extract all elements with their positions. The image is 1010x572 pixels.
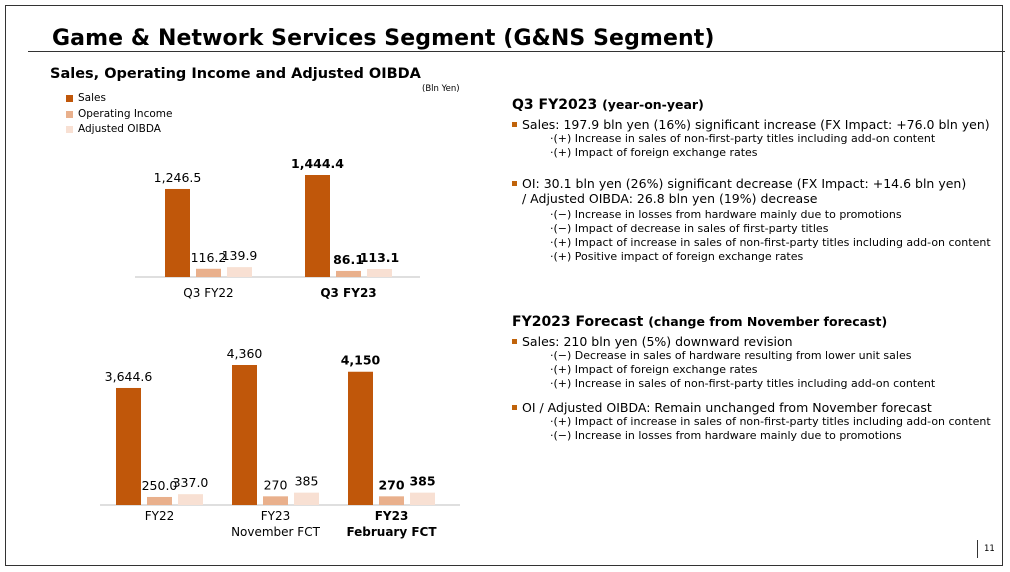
bar-sales (165, 188, 190, 277)
category-label: FY22 (145, 509, 175, 523)
q3-oi-sub: ·(−) Increase in losses from hardware ma… (550, 208, 902, 221)
data-label: 4,360 (227, 346, 263, 361)
bar-adjusted-oibda (227, 267, 252, 277)
data-label: 270 (264, 477, 288, 492)
data-label: 86.1 (333, 252, 364, 267)
bar-sales (232, 365, 257, 505)
bar-adjusted-oibda (410, 492, 435, 505)
forecast-title-note: (change from November forecast) (648, 314, 888, 329)
forecast-sales-text: Sales: 210 bln yen (5%) downward revisio… (522, 334, 793, 349)
q3-oi-sub: ·(+) Impact of increase in sales of non-… (550, 236, 991, 249)
data-label: 385 (295, 474, 319, 489)
bar-operating-income (379, 496, 404, 505)
bar-sales (348, 371, 373, 505)
data-label: 4,150 (341, 353, 381, 368)
q3-title-main: Q3 FY2023 (512, 97, 598, 113)
bullet-square-icon (512, 405, 517, 410)
data-label: 250.0 (142, 478, 178, 493)
chart-legend: Sales Operating Income Adjusted OIBDA (66, 91, 172, 138)
bullet-square-icon (512, 122, 517, 127)
q3-oi-bullet: OI: 30.1 bln yen (26%) significant decre… (512, 176, 991, 191)
q3-title: Q3 FY2023 (year-on-year) (512, 97, 991, 113)
legend-label-sales: Sales (78, 92, 106, 104)
bar-sales (116, 387, 141, 505)
bar-operating-income (263, 496, 288, 505)
data-label: 113.1 (360, 250, 400, 265)
forecast-oi-sub: ·(−) Increase in losses from hardware ma… (550, 429, 902, 442)
forecast-sales-sub: ·(+) Increase in sales of non-first-part… (550, 377, 936, 390)
forecast-oi-bullet: OI / Adjusted OIBDA: Remain unchanged fr… (512, 400, 991, 415)
q3-sales-sub: ·(+) Impact of foreign exchange rates (550, 146, 758, 159)
forecast-sales-sub: ·(+) Impact of foreign exchange rates (550, 363, 758, 376)
bar-adjusted-oibda (294, 492, 319, 505)
bullet-square-icon (512, 181, 517, 186)
category-label: FY23 (261, 509, 291, 523)
category-label: FY23 (375, 509, 409, 523)
slide-frame (5, 5, 1003, 566)
chart-section-title: Sales, Operating Income and Adjusted OIB… (50, 66, 421, 82)
bar-adjusted-oibda (178, 494, 203, 505)
legend-label-operating-income: Operating Income (78, 107, 173, 120)
forecast-oi-text: OI / Adjusted OIBDA: Remain unchanged fr… (522, 400, 932, 415)
bar-sales (305, 175, 330, 277)
forecast-title-main: FY2023 Forecast (512, 314, 644, 330)
legend-item-sales: Sales (66, 91, 172, 107)
legend-item-adjusted-oibda: Adjusted OIBDA (66, 122, 172, 138)
unit-label: (Bln Yen) (422, 84, 460, 94)
data-label: 337.0 (173, 475, 209, 490)
bar-operating-income (147, 496, 172, 505)
data-label: 1,246.5 (154, 170, 202, 185)
title-divider (28, 51, 1005, 52)
legend-swatch-operating-income (66, 110, 73, 118)
legend-swatch-sales (66, 95, 73, 103)
category-label: Q3 FY23 (320, 286, 376, 300)
forecast-sales-bullet: Sales: 210 bln yen (5%) downward revisio… (512, 334, 991, 349)
page-number: 11 (977, 540, 995, 558)
q3-title-note: (year-on-year) (602, 97, 704, 112)
q3-sales-bullet: Sales: 197.9 bln yen (16%) significant i… (512, 117, 991, 132)
bullet-square-icon (512, 339, 517, 344)
forecast-section: FY2023 Forecast (change from November fo… (512, 314, 991, 443)
legend-item-operating-income: Operating Income (66, 107, 172, 123)
q3-oibda-text: / Adjusted OIBDA: 26.8 bln yen (19%) dec… (522, 191, 818, 206)
forecast-oi-sub: ·(+) Impact of increase in sales of non-… (550, 415, 991, 428)
q3-sales-sub: ·(+) Increase in sales of non-first-part… (550, 132, 936, 145)
data-label: 270 (378, 477, 404, 492)
legend-swatch-adjusted-oibda (66, 126, 73, 134)
slide-title: Game & Network Services Segment (G&NS Se… (52, 26, 715, 51)
bar-operating-income (336, 270, 361, 277)
q3-oi-text: OI: 30.1 bln yen (26%) significant decre… (522, 176, 967, 191)
bar-operating-income (196, 268, 221, 277)
forecast-sales-sub: ·(−) Decrease in sales of hardware resul… (550, 349, 912, 362)
forecast-title: FY2023 Forecast (change from November fo… (512, 314, 991, 330)
category-label: November FCT (231, 525, 321, 539)
q3-oi-sub: ·(+) Positive impact of foreign exchange… (550, 250, 804, 263)
data-label: 385 (409, 474, 435, 489)
legend-label-adjusted-oibda: Adjusted OIBDA (78, 123, 161, 135)
q3-sales-text: Sales: 197.9 bln yen (16%) significant i… (522, 117, 990, 132)
data-label: 139.9 (222, 248, 258, 263)
category-label: Q3 FY22 (183, 286, 233, 300)
q3-section: Q3 FY2023 (year-on-year) Sales: 197.9 bl… (512, 97, 991, 264)
bar-adjusted-oibda (367, 269, 392, 277)
q3-oi-sub: ·(−) Impact of decrease in sales of firs… (550, 222, 829, 235)
data-label: 116.2 (191, 250, 227, 265)
category-label: February FCT (346, 525, 437, 539)
data-label: 1,444.4 (291, 156, 344, 171)
data-label: 3,644.6 (105, 369, 153, 384)
